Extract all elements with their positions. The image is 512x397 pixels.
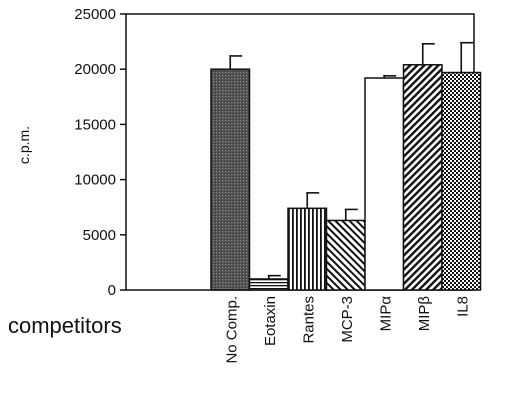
bar (325, 219, 366, 291)
bar (441, 71, 482, 291)
bars-group (210, 41, 482, 291)
y-axis-title: c.p.m. (16, 126, 32, 164)
x-tick-label: IL8 (454, 296, 471, 317)
y-tick-label: 25000 (74, 6, 116, 23)
x-tick-labels: No Comp. Eotaxin Rantes MCP-3 MIPα MIPβ IL8 (223, 296, 471, 364)
y-tick-label: 0 (108, 282, 116, 299)
bar (287, 207, 328, 291)
bar (402, 64, 443, 291)
x-tick-label: MIPα (377, 296, 394, 332)
y-axis: 0 5000 10000 15000 20000 25000 (74, 6, 126, 299)
bar (248, 278, 289, 291)
y-tick-label: 20000 (74, 61, 116, 78)
x-tick-label: Eotaxin (262, 296, 279, 346)
x-tick-label: Rantes (300, 296, 317, 344)
x-axis-title: competitors (8, 313, 122, 338)
y-tick-label: 10000 (74, 172, 116, 189)
x-tick-label: MCP-3 (339, 296, 356, 343)
bar (364, 77, 405, 291)
y-tick-label: 15000 (74, 116, 116, 133)
bar (210, 68, 251, 291)
x-tick-label: No Comp. (223, 296, 240, 364)
y-tick-label: 5000 (83, 227, 116, 244)
x-tick-label: MIPβ (416, 296, 433, 332)
